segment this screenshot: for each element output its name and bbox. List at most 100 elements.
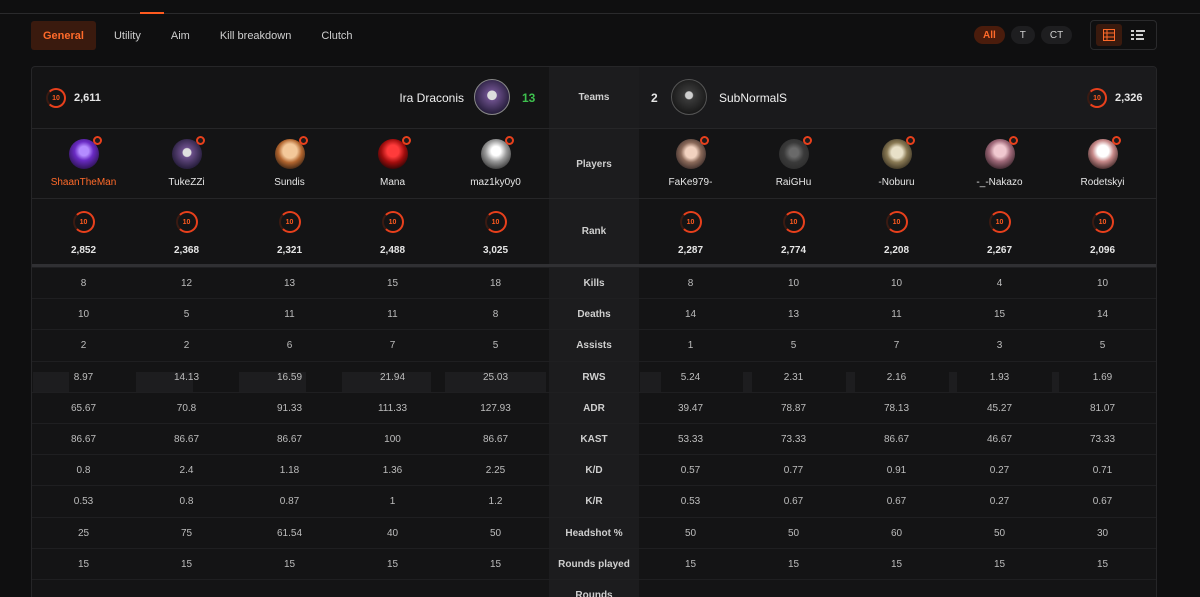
player-name[interactable]: TukeZZi — [168, 177, 205, 188]
stat-cell: 1.93 — [989, 371, 1010, 383]
stat-cell: 0.8 — [179, 496, 194, 508]
stat-cell: 61.54 — [276, 527, 303, 539]
avatar[interactable] — [881, 136, 915, 169]
player-name[interactable]: -Noburu — [878, 177, 915, 188]
team-right-elo: 10 2,326 — [1087, 88, 1143, 108]
avatar[interactable] — [171, 136, 205, 169]
stat-label: KAST — [580, 434, 608, 445]
stat-cell: 10 — [787, 278, 800, 289]
tab-utility[interactable]: Utility — [113, 29, 141, 42]
tab-clutch[interactable]: Clutch — [321, 29, 353, 42]
player-elo: 2,774 — [780, 245, 807, 256]
filter-t[interactable]: T — [1010, 26, 1035, 44]
player-elo: 2,287 — [677, 245, 704, 256]
stat-cell: 86.67 — [482, 434, 509, 445]
stat-cell: 13 — [787, 309, 800, 321]
player-card[interactable]: -_-Nakazo — [948, 136, 1051, 188]
player-card[interactable]: ShaanTheMan — [32, 136, 135, 188]
player-card[interactable]: RaiGHu — [742, 136, 845, 188]
level-badge-icon: 10 — [72, 211, 95, 233]
player-card[interactable]: Sundis — [238, 136, 341, 188]
stat-cell: 14 — [1096, 309, 1109, 321]
player-card[interactable]: maz1ky0y0 — [444, 136, 547, 188]
player-card[interactable]: Rodetskyi — [1051, 136, 1154, 188]
stat-cell: 73.33 — [780, 434, 807, 445]
player-card[interactable]: Mana — [341, 136, 444, 188]
player-card[interactable]: -Noburu — [845, 136, 948, 188]
avatar[interactable] — [274, 136, 308, 169]
stat-row: KAST 86.67 53.33 86.67 73.33 86.67 86.67 100 46.… — [32, 423, 1156, 454]
stat-cell: 5 — [790, 340, 797, 352]
stat-cell: 60 — [890, 527, 903, 539]
player-name[interactable]: ShaanTheMan — [50, 177, 117, 188]
stat-label: K/R — [585, 496, 603, 508]
stat-cell: 50 — [993, 527, 1006, 539]
stat-cell: 0.67 — [1092, 496, 1113, 508]
list-view-icon — [1131, 30, 1146, 40]
team-left-elo: 10 2,611 — [46, 88, 101, 108]
active-nav-indicator — [140, 12, 164, 14]
level-indicator-icon — [195, 136, 205, 145]
stat-cell: 10 — [890, 278, 903, 289]
stat-cell: 91.33 — [276, 402, 303, 414]
player-name[interactable]: Sundis — [274, 177, 305, 188]
avatar[interactable] — [68, 136, 102, 169]
avatar[interactable] — [377, 136, 411, 169]
stat-cell: 50 — [489, 527, 502, 539]
stat-cell: 14 — [684, 309, 697, 321]
player-name[interactable]: RaiGHu — [775, 177, 812, 188]
stat-cell: 73.33 — [1089, 434, 1116, 445]
tab-general[interactable]: General — [31, 21, 96, 50]
stat-cell: 5.24 — [680, 371, 701, 383]
stat-cell: 2.25 — [485, 465, 506, 477]
player-name[interactable]: -_-Nakazo — [976, 177, 1023, 188]
level-badge-icon: 10 — [988, 211, 1011, 233]
player-rank: 10 2,208 — [845, 211, 948, 256]
avatar[interactable] — [1087, 136, 1121, 169]
stat-cell: 15 — [180, 558, 193, 570]
team-left-name[interactable]: Ira Draconis — [399, 91, 464, 105]
section-divider — [32, 264, 1156, 267]
stat-label: ADR — [583, 402, 605, 414]
level-badge-icon: 10 — [46, 88, 66, 108]
stat-cell: 0.57 — [680, 465, 701, 477]
filter-all[interactable]: All — [974, 26, 1005, 44]
avatar[interactable] — [984, 136, 1018, 169]
stat-cell: 1.2 — [488, 496, 503, 508]
stat-row: K/D 0.8 0.57 2.4 0.77 1.18 0.91 1.36 0.27 2.25 0.7… — [32, 454, 1156, 485]
tab-aim[interactable]: Aim — [170, 29, 190, 42]
filter-ct[interactable]: CT — [1040, 26, 1073, 44]
stat-cell: 25 — [77, 527, 90, 539]
player-elo: 2,208 — [883, 245, 910, 256]
avatar[interactable] — [480, 136, 514, 169]
player-name[interactable]: maz1ky0y0 — [470, 177, 521, 188]
stat-cell: 2 — [80, 340, 87, 352]
stat-row: Headshot % 25 50 75 50 61.54 60 40 50 50 30 — [32, 516, 1156, 548]
stat-label: K/D — [585, 465, 603, 477]
level-indicator-icon — [298, 136, 308, 145]
player-card[interactable]: TukeZZi — [135, 136, 238, 188]
stat-cell: 8 — [687, 278, 694, 289]
player-elo: 2,096 — [1089, 245, 1116, 256]
list-view-button[interactable] — [1125, 24, 1151, 46]
stat-row: Deaths 10 14 5 13 11 11 11 15 8 14 — [32, 298, 1156, 329]
table-view-button[interactable] — [1095, 24, 1122, 46]
player-name[interactable]: Mana — [379, 177, 405, 188]
rank-label: Rank — [581, 226, 607, 237]
player-card[interactable]: FaKe979- — [639, 136, 742, 188]
avatar[interactable] — [778, 136, 812, 169]
team-right-name[interactable]: SubNormalS — [719, 91, 788, 105]
stat-cell: 15 — [1096, 558, 1109, 570]
stat-cell: 15 — [993, 558, 1006, 570]
player-name[interactable]: FaKe979- — [668, 177, 713, 188]
tab-kill-breakdown[interactable]: Kill breakdown — [219, 29, 292, 42]
level-indicator-icon — [699, 136, 709, 145]
stat-cell: 16.59 — [276, 371, 303, 383]
player-name[interactable]: Rodetskyi — [1080, 177, 1125, 188]
table-view-icon — [1102, 29, 1115, 41]
stat-cell: 15 — [890, 558, 903, 570]
stat-cell: 0.67 — [886, 496, 907, 508]
stat-row: RWS 8.97 5.24 14.13 2.31 16.59 2.16 21.94 1.93 25… — [32, 360, 1156, 393]
avatar[interactable] — [675, 136, 709, 169]
team-right-logo — [671, 79, 707, 115]
